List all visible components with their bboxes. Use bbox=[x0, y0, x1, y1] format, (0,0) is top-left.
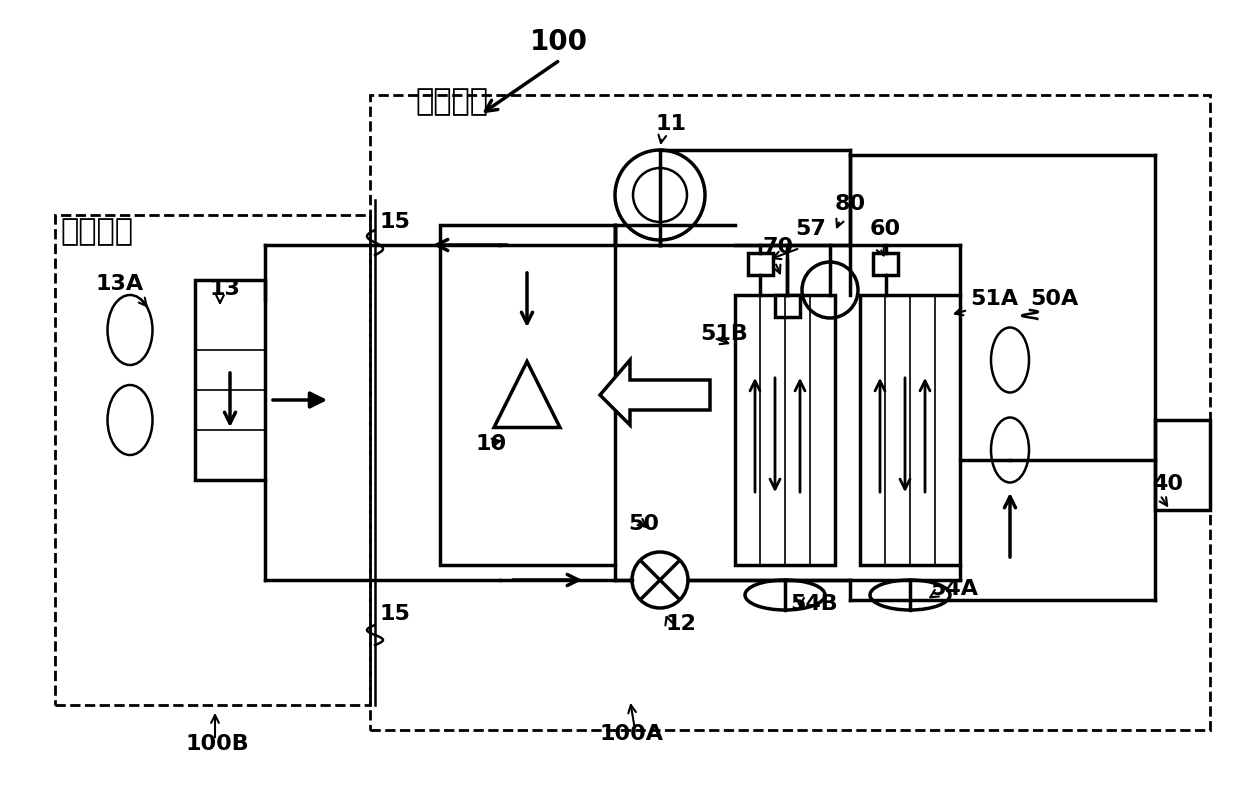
Text: 57: 57 bbox=[795, 219, 826, 239]
Text: 100B: 100B bbox=[185, 734, 249, 754]
Text: 54A: 54A bbox=[930, 579, 978, 599]
Text: 12: 12 bbox=[665, 614, 696, 634]
Text: 80: 80 bbox=[835, 194, 866, 214]
Polygon shape bbox=[735, 295, 835, 565]
Text: 50: 50 bbox=[627, 514, 658, 534]
Polygon shape bbox=[1154, 420, 1210, 510]
Text: 60: 60 bbox=[870, 219, 901, 239]
Text: 15: 15 bbox=[379, 212, 410, 232]
Text: 51B: 51B bbox=[701, 324, 748, 344]
Polygon shape bbox=[775, 295, 800, 317]
Text: 10: 10 bbox=[475, 434, 506, 454]
Polygon shape bbox=[861, 295, 960, 565]
Text: 51A: 51A bbox=[970, 289, 1018, 309]
Text: 54B: 54B bbox=[790, 594, 838, 614]
Text: 15: 15 bbox=[379, 604, 410, 624]
Text: 70: 70 bbox=[763, 237, 794, 257]
Polygon shape bbox=[195, 280, 265, 480]
Text: 届外空间: 届外空间 bbox=[415, 87, 489, 116]
Text: 11: 11 bbox=[655, 114, 686, 134]
Polygon shape bbox=[748, 253, 773, 275]
Text: 100: 100 bbox=[529, 28, 588, 56]
Text: 13: 13 bbox=[210, 279, 241, 299]
Polygon shape bbox=[873, 253, 898, 275]
Text: 40: 40 bbox=[1152, 474, 1183, 494]
Polygon shape bbox=[440, 225, 615, 565]
Polygon shape bbox=[600, 360, 711, 425]
Text: 13A: 13A bbox=[95, 274, 143, 294]
Text: 届内空间: 届内空间 bbox=[60, 217, 133, 246]
Text: 100A: 100A bbox=[600, 724, 663, 744]
Text: 50A: 50A bbox=[1030, 289, 1079, 309]
